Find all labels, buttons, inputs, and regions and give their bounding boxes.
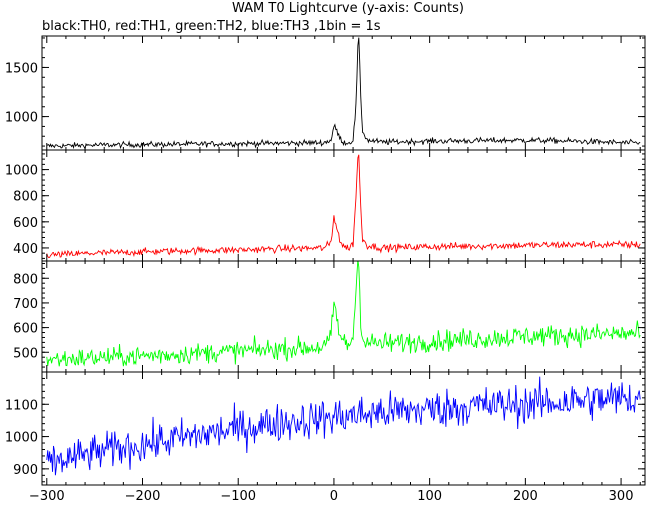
chart-subtitle: black:TH0, red:TH1, green:TH2, blue:TH3 … (42, 19, 381, 34)
y-tick-label: 600 (13, 322, 38, 337)
panel-frame (41, 35, 646, 151)
x-tick-label: 300 (609, 489, 634, 504)
panel-th1: 400 600 800 1000 (5, 149, 646, 262)
y-tick-label: 700 (13, 297, 38, 312)
x-tick-label: 0 (330, 489, 338, 504)
y-tick-label: 1000 (5, 431, 38, 446)
panel-frame (41, 371, 646, 486)
y-tick-label: 1100 (5, 398, 38, 413)
x-tick-label: −100 (220, 489, 256, 504)
panel-th2: 500 600 700 800 (13, 260, 646, 373)
y-tick-label: 600 (13, 216, 38, 231)
series-line-th1 (46, 154, 641, 259)
x-tick-label: −300 (29, 489, 65, 504)
panels-group: 1000 1500 400 600 800 1000 500 600 700 800 900 1000… (5, 35, 646, 486)
y-tick-label: 1000 (5, 164, 38, 179)
panel-th3: 900 1000 1100 (5, 371, 646, 486)
panel-th0: 1000 1500 (5, 35, 646, 151)
x-tick-label: 200 (513, 489, 538, 504)
chart-title: WAM T0 Lightcurve (y-axis: Counts) (232, 1, 464, 16)
y-tick-label: 800 (13, 272, 38, 287)
y-tick-label: 800 (13, 190, 38, 205)
x-tick-label: −200 (125, 489, 161, 504)
series-line-th2 (46, 261, 641, 367)
x-tick-label: 100 (417, 489, 442, 504)
y-tick-label: 500 (13, 346, 38, 361)
y-tick-label: 900 (13, 463, 38, 478)
series-line-th0 (46, 37, 641, 150)
y-tick-label: 1500 (5, 61, 38, 76)
y-tick-label: 1000 (5, 111, 38, 126)
x-axis: −300 −200 −100 0 100 200 300 (29, 489, 634, 504)
y-tick-label: 400 (13, 242, 38, 257)
series-line-th3 (46, 376, 641, 476)
